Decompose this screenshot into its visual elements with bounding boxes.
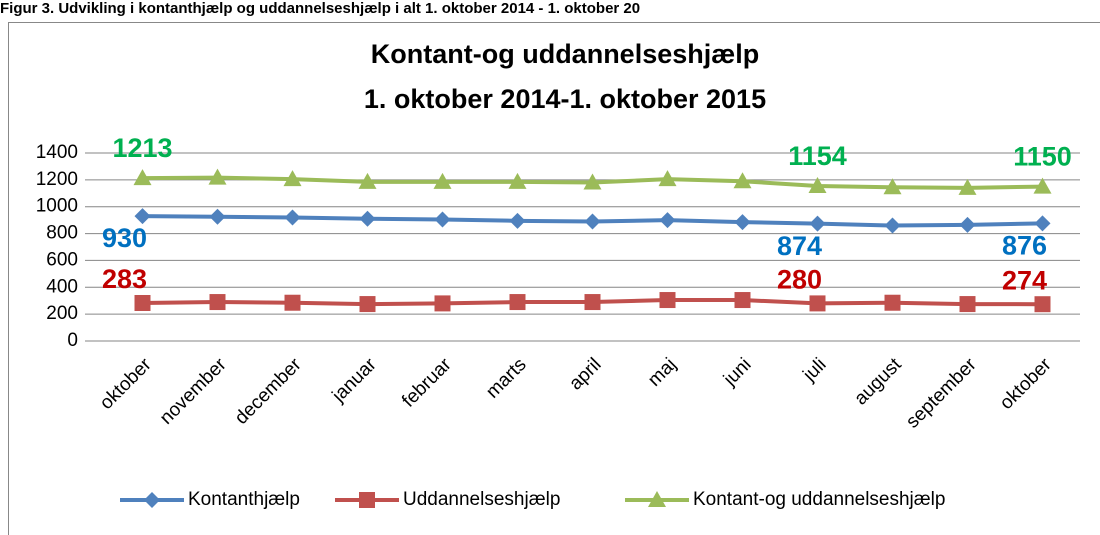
y-tick-label: 800 (46, 223, 78, 244)
marker (584, 213, 601, 230)
marker (433, 172, 452, 189)
data-label: 1213 (112, 133, 172, 163)
marker (733, 172, 752, 189)
marker (209, 294, 226, 311)
chart-title: Kontant-og uddannelseshjælp (371, 39, 760, 69)
marker (959, 216, 976, 233)
data-label: 874 (777, 231, 822, 261)
marker (734, 292, 751, 309)
marker (883, 178, 902, 195)
marker (209, 208, 226, 225)
y-tick-label: 1200 (36, 169, 78, 190)
y-tick-label: 1000 (36, 196, 78, 217)
legend-label: Kontant-og uddannelseshjælp (693, 489, 945, 510)
marker (808, 177, 827, 194)
marker (658, 170, 677, 187)
marker (659, 292, 676, 309)
figure-caption: Figur 3. Udvikling i kontanthjælp og udd… (0, 0, 640, 17)
marker (208, 168, 227, 185)
marker (359, 210, 376, 227)
marker (434, 295, 451, 312)
marker (809, 295, 826, 312)
marker (509, 212, 526, 229)
data-label: 274 (1002, 265, 1047, 295)
marker (1033, 177, 1052, 194)
marker (648, 491, 666, 507)
marker (734, 214, 751, 231)
marker (359, 296, 376, 313)
data-label: 876 (1002, 230, 1047, 260)
marker (284, 209, 301, 226)
y-tick-label: 600 (46, 249, 78, 270)
marker (508, 172, 527, 189)
data-label: 1150 (1013, 142, 1072, 172)
chart-frame (8, 22, 1100, 535)
marker (358, 172, 377, 189)
marker (884, 294, 901, 311)
y-tick-label: 1400 (36, 142, 78, 163)
data-label: 930 (102, 223, 147, 253)
data-label: 1154 (788, 141, 847, 171)
marker (134, 294, 151, 311)
marker (359, 492, 375, 508)
y-tick-label: 200 (46, 303, 78, 324)
data-label: 283 (102, 264, 147, 294)
marker (959, 296, 976, 313)
marker (133, 169, 152, 186)
marker (134, 208, 151, 225)
marker (583, 173, 602, 190)
marker (659, 212, 676, 229)
y-tick-label: 0 (67, 330, 78, 351)
marker (809, 215, 826, 232)
marker (584, 294, 601, 311)
marker (283, 170, 302, 187)
y-tick-label: 400 (46, 276, 78, 297)
marker (144, 492, 160, 508)
marker (509, 294, 526, 311)
marker (958, 178, 977, 195)
data-label: 280 (777, 265, 822, 295)
legend-label: Kontanthjælp (188, 489, 300, 510)
chart-title: 1. oktober 2014-1. oktober 2015 (364, 84, 766, 114)
marker (1034, 215, 1051, 232)
marker (284, 294, 301, 311)
marker (884, 217, 901, 234)
legend-label: Uddannelseshjælp (403, 489, 560, 510)
marker (1034, 296, 1051, 313)
marker (434, 211, 451, 228)
